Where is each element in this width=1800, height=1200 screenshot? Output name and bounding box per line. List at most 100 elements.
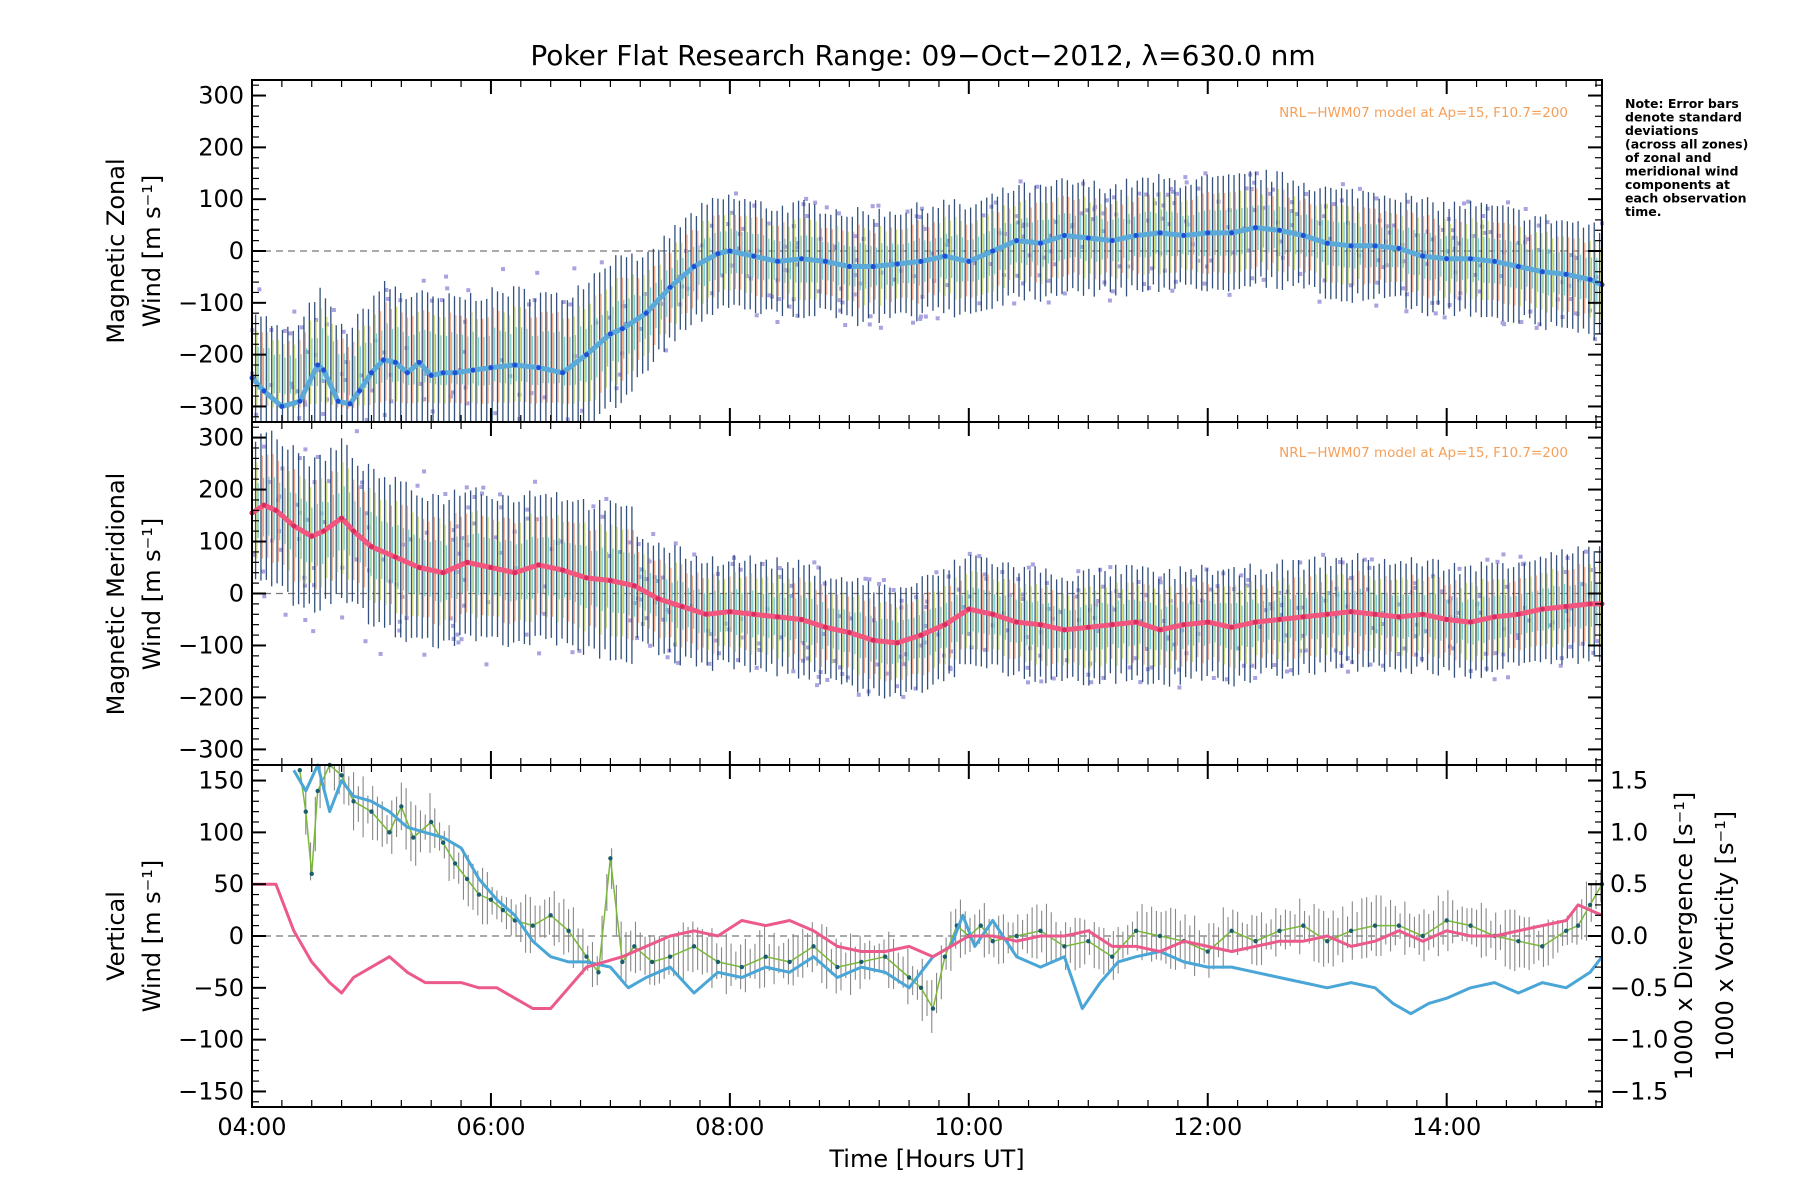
y-tick-label: 0 — [229, 580, 244, 608]
scatter-point — [1191, 577, 1196, 582]
zonal-wind-point — [727, 248, 733, 254]
scatter-point — [480, 491, 485, 496]
zonal-wind-point — [1539, 269, 1545, 275]
scatter-point — [1261, 277, 1266, 282]
scatter-point — [1477, 594, 1482, 599]
vertical-wind-point — [811, 944, 816, 949]
zonal-wind-point — [1515, 264, 1521, 270]
vertical-wind-point — [1157, 933, 1163, 939]
vertical-wind-point — [691, 944, 697, 949]
zonal-wind-point — [560, 370, 566, 376]
x-tick-label: 06:00 — [456, 1113, 525, 1141]
scatter-point — [956, 587, 961, 592]
divergence-line — [292, 763, 1604, 1016]
scatter-point — [673, 541, 678, 546]
scatter-point — [561, 300, 566, 305]
scatter-point — [1374, 303, 1379, 308]
vertical-wind-point — [429, 819, 434, 825]
meridional-wind-point — [1563, 603, 1569, 609]
scatter-point — [1161, 203, 1166, 208]
scatter-point — [856, 692, 861, 697]
scatter-point — [1357, 186, 1362, 191]
scatter-point — [1116, 594, 1121, 599]
zonal-model-label: NRL−HWM07 model at Ap=15, F10.7=200 — [1279, 105, 1568, 121]
scatter-point — [805, 656, 810, 661]
y-tick-label: 200 — [198, 476, 244, 504]
vertical-wind-point — [1468, 923, 1473, 928]
scatter-point — [816, 674, 821, 679]
meridional-wind-point — [291, 523, 297, 529]
zonal-ylabel-line1: Magnetic Zonal — [102, 158, 130, 343]
scatter-point — [918, 316, 923, 321]
scatter-point — [660, 575, 665, 580]
vertical-wind-point — [411, 835, 416, 840]
scatter-point — [543, 584, 548, 589]
meridional-wind-point — [1109, 622, 1115, 628]
scatter-point — [1250, 276, 1255, 281]
scatter-point — [838, 308, 843, 313]
scatter-point — [331, 308, 336, 313]
meridional-wind-point — [822, 624, 828, 630]
scatter-point — [1525, 237, 1530, 242]
scatter-point — [1202, 281, 1207, 286]
scatter-point — [464, 485, 469, 490]
zonal-wind-point — [1491, 258, 1497, 264]
scatter-point — [1277, 590, 1282, 595]
scatter-point — [315, 454, 320, 459]
scatter-point — [944, 283, 949, 288]
scatter-point — [870, 204, 875, 209]
scatter-point — [424, 530, 429, 535]
scatter-point — [501, 267, 506, 272]
scatter-point — [1289, 223, 1294, 228]
scatter-point — [1348, 576, 1353, 581]
scatter-point — [450, 537, 455, 542]
scatter-point — [777, 574, 782, 579]
vertical-wind-point — [339, 773, 344, 778]
y-tick-label: −100 — [178, 1026, 244, 1054]
scatter-point — [863, 576, 868, 581]
scatter-point — [1369, 557, 1374, 562]
y2-tick-label: −1.5 — [1610, 1077, 1668, 1105]
y-tick-label: −100 — [178, 631, 244, 659]
meridional-wind-point — [1037, 622, 1043, 628]
scatter-point — [1025, 665, 1030, 670]
scatter-point — [1158, 576, 1163, 581]
scatter-point — [1117, 264, 1122, 269]
scatter-point — [1430, 300, 1435, 305]
zonal-wind-point — [584, 352, 590, 358]
zonal-wind-point — [990, 248, 996, 254]
meridional-wind-point — [1372, 611, 1378, 617]
scatter-point — [1370, 626, 1375, 631]
scatter-point — [451, 390, 456, 395]
vertical-wind-point — [1348, 928, 1354, 934]
scatter-point — [295, 502, 300, 507]
meridional-wind-point — [703, 611, 709, 617]
scatter-point — [1018, 179, 1023, 184]
scatter-point — [542, 611, 547, 616]
scatter-point — [525, 507, 530, 512]
scatter-point — [1046, 300, 1051, 305]
scatter-point — [493, 411, 498, 416]
vertical-wind-point — [715, 959, 721, 965]
vertical-wind-point — [1396, 923, 1402, 928]
zonal-wind-point — [942, 253, 948, 259]
divergence-axis-label: 1000 x Divergence [s⁻¹] — [1670, 792, 1698, 1080]
scatter-point — [644, 616, 649, 621]
scatter-point — [1261, 205, 1266, 210]
scatter-point — [303, 618, 308, 623]
scatter-point — [795, 313, 800, 318]
scatter-point — [707, 661, 712, 666]
y2-tick-label: 0.0 — [1610, 922, 1648, 950]
scatter-point — [1450, 228, 1455, 233]
scatter-point — [455, 632, 460, 637]
vertical-wind-point — [303, 809, 308, 814]
zonal-wind-point — [536, 365, 542, 371]
scatter-point — [1321, 552, 1326, 557]
scatter-point — [804, 196, 809, 201]
scatter-point — [1165, 636, 1170, 641]
scatter-point — [580, 408, 585, 413]
scatter-point — [1253, 675, 1258, 680]
scatter-point — [910, 320, 915, 325]
scatter-point — [805, 213, 810, 218]
